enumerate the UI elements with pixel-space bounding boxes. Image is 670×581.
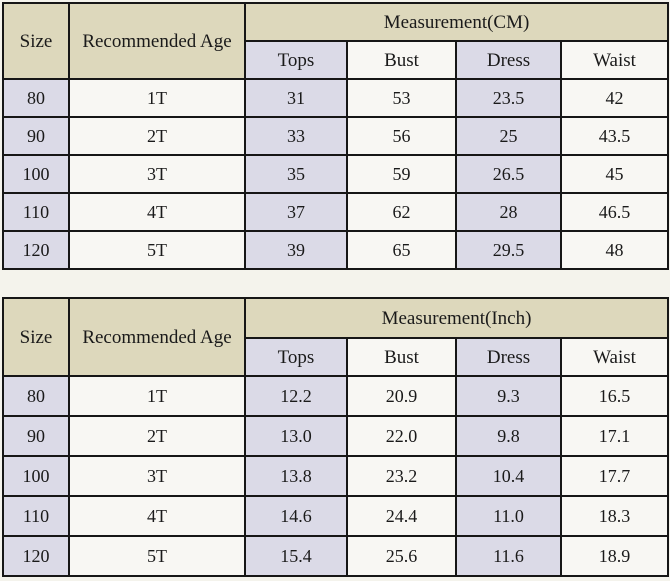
- tops-cell: 14.6: [244, 495, 348, 537]
- tops-cell: 31: [244, 78, 348, 118]
- bust-cell: 59: [346, 154, 457, 194]
- table-row: 90 2T 33 56 25 43.5: [2, 116, 670, 156]
- bust-cell: 20.9: [346, 375, 457, 417]
- age-cell: 1T: [68, 375, 246, 417]
- size-cell: 90: [2, 415, 70, 457]
- table-row: 90 2T 13.0 22.0 9.8 17.1: [2, 415, 670, 457]
- waist-cell: 18.3: [559, 495, 670, 537]
- inch-subheader-row: Tops Bust Dress Waist: [3, 337, 670, 377]
- cm-dress-column-header: Dress: [455, 40, 562, 80]
- age-cell: 3T: [68, 455, 246, 497]
- size-cell: 100: [2, 154, 70, 194]
- inch-tops-column-header: Tops: [244, 337, 348, 377]
- bust-cell: 56: [346, 116, 457, 156]
- table-row: 120 5T 39 65 29.5 48: [2, 230, 670, 270]
- bust-cell: 25.6: [346, 535, 457, 577]
- bust-cell: 53: [346, 78, 457, 118]
- inch-header-row: Size Recommended Age Measurement(Inch): [2, 297, 670, 377]
- inch-dress-column-header: Dress: [455, 337, 562, 377]
- table-row: 120 5T 15.4 25.6 11.6 18.9: [2, 535, 670, 577]
- table-row: 80 1T 31 53 23.5 42: [2, 78, 670, 118]
- bust-cell: 23.2: [346, 455, 457, 497]
- cm-waist-column-header: Waist: [559, 40, 670, 80]
- waist-cell: 42: [559, 78, 670, 118]
- cm-bust-column-header: Bust: [346, 40, 457, 80]
- dress-cell: 29.5: [455, 230, 562, 270]
- cm-measurement-group-header: Measurement(CM): [243, 2, 670, 42]
- cm-age-column-header: Recommended Age: [68, 2, 246, 80]
- dress-cell: 11.6: [455, 535, 562, 577]
- cm-size-table: Size Recommended Age Measurement(CM) Top…: [2, 2, 670, 270]
- tops-cell: 33: [244, 116, 348, 156]
- table-row: 100 3T 35 59 26.5 45: [2, 154, 670, 194]
- tops-cell: 13.8: [244, 455, 348, 497]
- dress-cell: 9.3: [455, 375, 562, 417]
- waist-cell: 45: [559, 154, 670, 194]
- age-cell: 2T: [68, 415, 246, 457]
- waist-cell: 17.1: [559, 415, 670, 457]
- size-cell: 80: [2, 375, 70, 417]
- size-cell: 110: [2, 495, 70, 537]
- age-cell: 1T: [68, 78, 246, 118]
- waist-cell: 48: [559, 230, 670, 270]
- tops-cell: 13.0: [244, 415, 348, 457]
- tops-cell: 39: [244, 230, 348, 270]
- tops-cell: 37: [244, 192, 348, 232]
- dress-cell: 9.8: [455, 415, 562, 457]
- tops-cell: 12.2: [244, 375, 348, 417]
- dress-cell: 28: [455, 192, 562, 232]
- size-cell: 100: [2, 455, 70, 497]
- age-cell: 3T: [68, 154, 246, 194]
- inch-measurement-group-header: Measurement(Inch): [243, 297, 670, 339]
- dress-cell: 26.5: [455, 154, 562, 194]
- waist-cell: 16.5: [559, 375, 670, 417]
- age-cell: 4T: [68, 192, 246, 232]
- inch-waist-column-header: Waist: [559, 337, 670, 377]
- table-row: 110 4T 14.6 24.4 11.0 18.3: [2, 495, 670, 537]
- age-cell: 4T: [68, 495, 246, 537]
- dress-cell: 25: [455, 116, 562, 156]
- waist-cell: 43.5: [559, 116, 670, 156]
- bust-cell: 62: [346, 192, 457, 232]
- tops-cell: 35: [244, 154, 348, 194]
- waist-cell: 46.5: [559, 192, 670, 232]
- size-cell: 90: [2, 116, 70, 156]
- dress-cell: 11.0: [455, 495, 562, 537]
- inch-bust-column-header: Bust: [346, 337, 457, 377]
- dress-cell: 10.4: [455, 455, 562, 497]
- inch-size-column-header: Size: [2, 297, 70, 377]
- waist-cell: 18.9: [559, 535, 670, 577]
- bust-cell: 22.0: [346, 415, 457, 457]
- size-cell: 80: [2, 78, 70, 118]
- age-cell: 5T: [68, 535, 246, 577]
- table-row: 110 4T 37 62 28 46.5: [2, 192, 670, 232]
- inch-age-column-header: Recommended Age: [68, 297, 246, 377]
- cm-subheader-row: Tops Bust Dress Waist: [3, 40, 670, 80]
- size-cell: 120: [2, 535, 70, 577]
- cm-header-row: Size Recommended Age Measurement(CM): [2, 2, 670, 80]
- bust-cell: 65: [346, 230, 457, 270]
- table-row: 80 1T 12.2 20.9 9.3 16.5: [2, 375, 670, 417]
- age-cell: 2T: [68, 116, 246, 156]
- table-row: 100 3T 13.8 23.2 10.4 17.7: [2, 455, 670, 497]
- tops-cell: 15.4: [244, 535, 348, 577]
- inch-size-table: Size Recommended Age Measurement(Inch) T…: [2, 297, 670, 577]
- cm-size-column-header: Size: [2, 2, 70, 80]
- age-cell: 5T: [68, 230, 246, 270]
- dress-cell: 23.5: [455, 78, 562, 118]
- waist-cell: 17.7: [559, 455, 670, 497]
- bust-cell: 24.4: [346, 495, 457, 537]
- size-cell: 120: [2, 230, 70, 270]
- size-cell: 110: [2, 192, 70, 232]
- cm-tops-column-header: Tops: [244, 40, 348, 80]
